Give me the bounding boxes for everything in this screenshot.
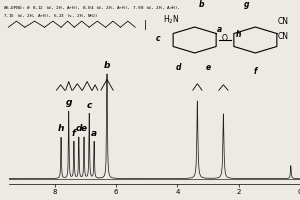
Text: b: b xyxy=(199,0,204,9)
Text: c: c xyxy=(156,34,160,43)
Text: CN: CN xyxy=(278,32,289,41)
Text: $\delta$6-DMSO: $\delta$ 8.12 (d, 2H, ArH), 8.04 (d, 2H, ArH), 7.98 (d, 2H, ArH): $\delta$6-DMSO: $\delta$ 8.12 (d, 2H, Ar… xyxy=(3,4,181,11)
Text: d: d xyxy=(175,63,181,72)
Text: h: h xyxy=(58,124,64,133)
Text: a: a xyxy=(91,129,97,138)
Text: d: d xyxy=(76,124,82,133)
Text: 7.15 (d, 2H, ArH), 6.23 (s, 2H, NH$_2$): 7.15 (d, 2H, ArH), 6.23 (s, 2H, NH$_2$) xyxy=(3,12,99,20)
Text: b: b xyxy=(104,61,110,70)
Text: e: e xyxy=(206,63,211,72)
Text: CN: CN xyxy=(278,18,289,26)
Text: h: h xyxy=(236,30,242,39)
Text: f: f xyxy=(72,129,76,138)
Text: a: a xyxy=(217,25,222,34)
Text: c: c xyxy=(87,101,92,110)
Text: e: e xyxy=(81,124,87,133)
Text: H$_2$N: H$_2$N xyxy=(163,14,179,26)
Text: O: O xyxy=(222,34,228,43)
Text: g: g xyxy=(65,98,72,107)
Text: g: g xyxy=(244,0,250,9)
Text: f: f xyxy=(254,67,257,76)
